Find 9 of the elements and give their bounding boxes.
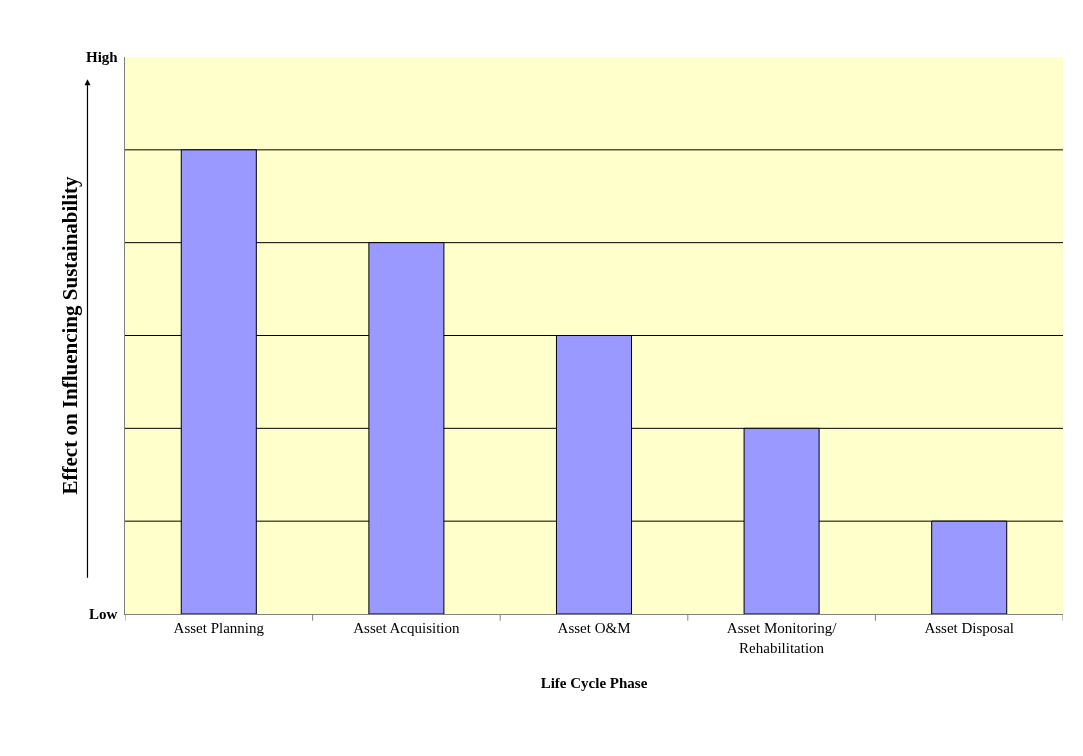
x-tick-label: Asset Planning (173, 620, 265, 636)
x-axis-title: Life Cycle Phase (540, 674, 648, 691)
x-tick-label: Asset O&M (557, 620, 631, 636)
text: High (86, 49, 119, 65)
x-tick-label: Asset Acquisition (353, 620, 461, 636)
x-tick-label: Asset Disposal (924, 620, 1014, 636)
y-axis-title: Effect on Influencing Sustainability (58, 176, 83, 495)
x-tick-label: Asset Monitoring/ Rehabilitation (726, 620, 838, 656)
text: Low (89, 606, 118, 622)
